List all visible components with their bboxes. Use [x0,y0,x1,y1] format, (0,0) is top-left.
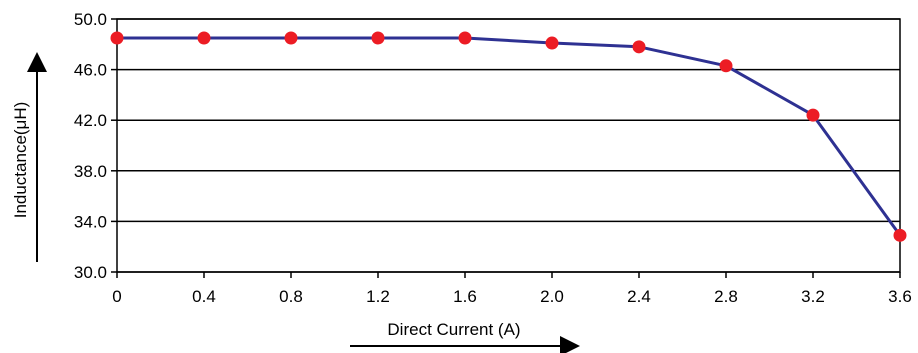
x-tick-label: 2.0 [540,287,564,306]
x-tick-label: 0.4 [192,287,216,306]
plot-area-border [116,18,901,273]
x-tick-label: 0.8 [279,287,303,306]
gridlines [117,18,900,273]
x-tick-label: 3.6 [888,287,912,306]
data-point [371,31,385,45]
series-layer [110,31,907,242]
data-point [458,31,472,45]
y-axis-ticks: 30.0 34.0 38.0 42.0 46.0 50.0 [74,10,117,282]
x-axis-title: Direct Current (A) [387,320,520,339]
x-tick-label: 3.2 [801,287,825,306]
x-tick-label: 2.8 [714,287,738,306]
y-axis-title: Inductance(μH) [11,102,30,219]
data-point [545,36,559,50]
y-tick-label: 38.0 [74,162,107,181]
y-tick-label: 34.0 [74,212,107,231]
data-point [719,59,733,73]
y-tick-label: 50.0 [74,10,107,29]
x-axis-ticks: 0 0.4 0.8 1.2 1.6 2.0 2.4 2.8 3.2 3.6 [112,272,912,306]
x-tick-label: 0 [112,287,121,306]
data-point [632,40,646,54]
series-line [117,36,902,237]
x-tick-label: 1.6 [453,287,477,306]
y-tick-label: 46.0 [74,61,107,80]
data-point [197,31,211,45]
data-point [893,228,907,242]
y-tick-label: 30.0 [74,263,107,282]
x-tick-label: 1.2 [366,287,390,306]
data-point [806,108,820,122]
data-point [284,31,298,45]
x-tick-label: 2.4 [627,287,651,306]
data-point [110,31,124,45]
y-tick-label: 42.0 [74,111,107,130]
